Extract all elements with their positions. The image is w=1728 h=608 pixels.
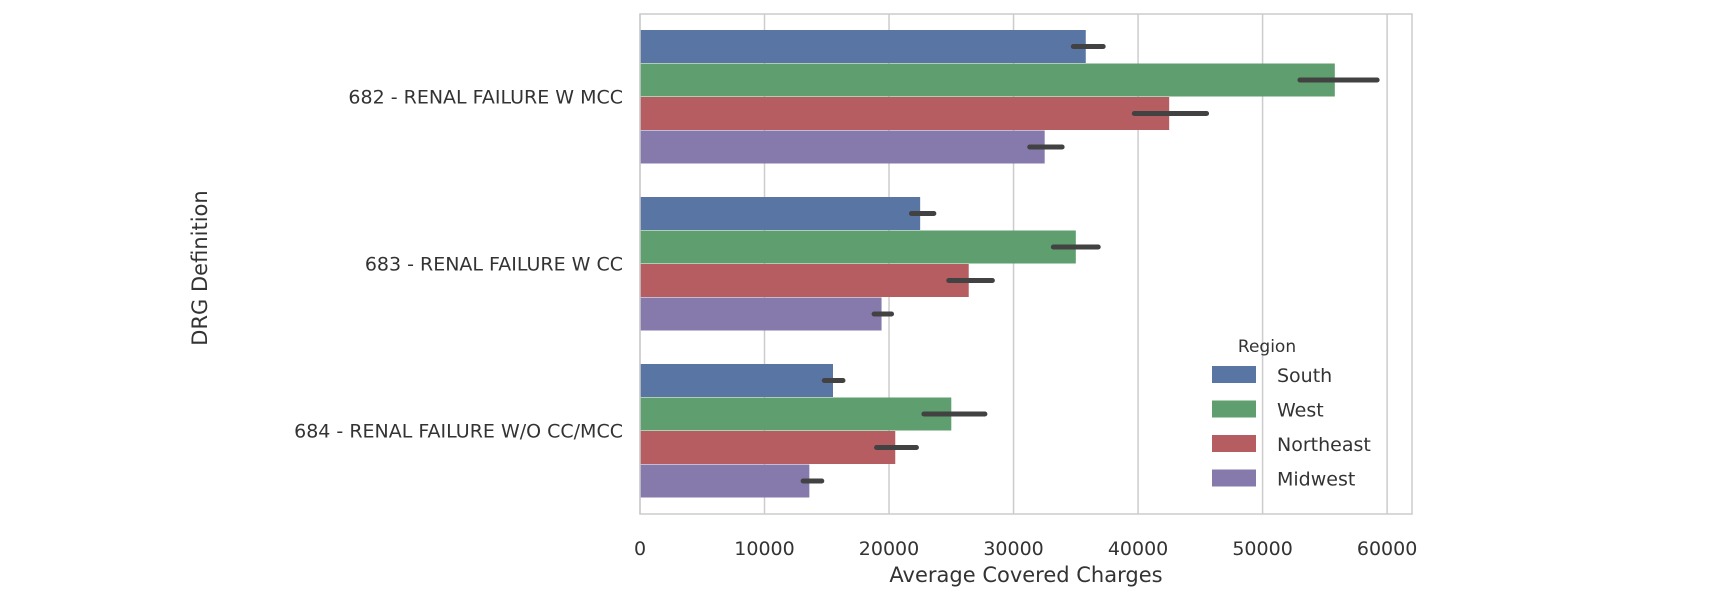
bar xyxy=(640,297,882,331)
legend: Region South West Northeast Midwest xyxy=(1212,337,1371,491)
bar xyxy=(640,197,921,230)
x-tick-label: 20000 xyxy=(859,538,919,560)
x-axis-label: Average Covered Charges xyxy=(889,563,1162,587)
legend-label: West xyxy=(1277,400,1324,422)
bar xyxy=(640,364,833,397)
bars-group xyxy=(640,30,1335,498)
plot-frame xyxy=(639,13,1413,515)
bar xyxy=(640,30,1086,63)
x-tick-label: 50000 xyxy=(1232,538,1292,560)
bar xyxy=(640,397,952,431)
x-tick-label: 40000 xyxy=(1108,538,1168,560)
y-tick-labels: 682 - RENAL FAILURE W MCC 683 - RENAL FAI… xyxy=(294,87,623,443)
legend-label: Midwest xyxy=(1277,469,1355,491)
bar xyxy=(640,97,1170,130)
y-tick-label: 683 - RENAL FAILURE W CC xyxy=(365,254,623,276)
legend-label: South xyxy=(1277,365,1332,387)
legend-swatch xyxy=(1212,435,1256,452)
bar xyxy=(640,63,1335,97)
legend-swatch xyxy=(1212,469,1256,487)
y-tick-label: 684 - RENAL FAILURE W/O CC/MCC xyxy=(294,421,623,443)
legend-swatch xyxy=(1212,400,1256,418)
bar xyxy=(640,431,896,464)
x-tick-label: 30000 xyxy=(983,538,1043,560)
legend-swatch xyxy=(1212,366,1256,383)
x-tick-label: 10000 xyxy=(734,538,794,560)
legend-title: Region xyxy=(1238,337,1296,357)
x-tick-label: 60000 xyxy=(1357,538,1417,560)
error-bars-group xyxy=(800,44,1380,484)
legend-label: Northeast xyxy=(1277,434,1371,456)
y-axis-label: DRG Definition xyxy=(188,190,212,345)
x-tick-labels: 0 10000 20000 30000 40000 50000 60000 xyxy=(634,538,1417,560)
x-tick-label: 0 xyxy=(634,538,646,560)
bar xyxy=(640,230,1076,264)
bar xyxy=(640,464,810,498)
bar xyxy=(640,264,969,297)
bar xyxy=(640,130,1045,164)
y-tick-label: 682 - RENAL FAILURE W MCC xyxy=(348,87,623,109)
